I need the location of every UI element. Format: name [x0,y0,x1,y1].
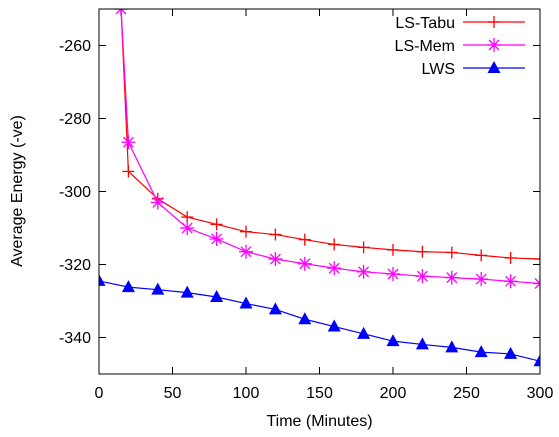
data-point [415,269,430,284]
legend: LS-Tabu LS-Mem LWS [395,15,525,78]
x-tick-label: 100 [233,385,260,402]
data-point [268,252,283,267]
legend-marker [487,38,501,52]
y-tick-label: -320 [59,257,91,274]
legend-label: LS-Tabu [395,15,455,32]
data-point [240,225,252,238]
data-point [210,218,223,231]
data-point [151,282,165,295]
data-point [268,302,282,315]
x-tick-label: 250 [453,385,480,402]
legend-marker [487,61,501,73]
data-point [444,270,459,285]
y-tick-label: -340 [59,330,91,347]
data-point [297,256,312,271]
data-point [180,285,194,298]
data-point [298,233,311,246]
legend-marker [488,16,500,28]
data-point [415,337,429,350]
y-tick-label: -300 [59,184,91,201]
data-point [356,264,371,279]
data-point [357,326,371,339]
x-tick-label: 300 [527,385,554,402]
y-axis-label: Average Energy (-ve) [9,115,26,267]
data-point [150,195,165,210]
data-point [357,241,370,254]
data-point [445,246,458,259]
x-tick-label: 200 [380,385,407,402]
chart-marks [99,9,540,367]
data-point [504,346,518,359]
data-point [122,165,135,178]
data-point [533,354,540,367]
y-tick-label: -260 [59,38,91,55]
data-point [121,135,136,150]
data-point [475,249,488,262]
series-line [99,280,540,362]
series-lws [99,273,540,367]
data-point [328,238,341,251]
data-point [180,221,195,235]
y-axis: -340 -320 -300 -280 -260 [59,38,540,347]
data-point [239,244,253,259]
data-point [474,345,488,358]
data-point [269,228,282,241]
data-point [386,334,400,347]
data-point [533,276,540,291]
data-point [121,280,135,293]
x-axis-label: Time (Minutes) [266,413,372,430]
data-point [445,340,459,353]
data-point [474,272,489,287]
data-point [503,274,518,289]
data-point [504,251,517,264]
x-tick-label: 0 [95,385,104,402]
data-point [387,243,399,256]
data-point [386,266,400,281]
data-point [327,319,341,332]
plot-frame [98,8,541,375]
data-point [534,253,540,266]
y-tick-label: -280 [59,111,91,128]
x-tick-label: 150 [306,385,333,402]
legend-label: LWS [422,61,455,78]
series-line [120,9,540,285]
data-point [298,312,312,325]
data-point [239,296,253,309]
data-point [209,231,224,246]
data-point [99,273,106,286]
x-axis: 0 50 100 150 200 250 300 [95,9,554,402]
series-ls-mem [114,9,540,291]
series-line [120,9,540,260]
x-tick-label: 50 [164,385,182,402]
data-point [210,289,224,302]
data-point [327,261,342,276]
legend-label: LS-Mem [395,38,455,55]
series-ls-tabu [115,9,540,266]
data-point [416,245,429,258]
data-point [114,9,129,16]
